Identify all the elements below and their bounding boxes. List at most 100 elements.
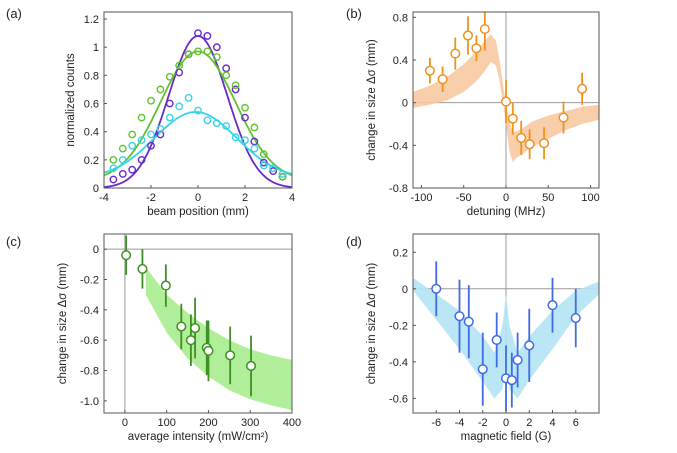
y-tick-label: 1.2: [84, 14, 99, 26]
x-tick-label: 300: [241, 417, 259, 429]
data-point: [160, 280, 171, 291]
data-point-cyan: [259, 161, 268, 170]
y-tick-label: 0.4: [84, 127, 99, 139]
data-point-cyan: [250, 144, 259, 153]
data-point-cyan: [128, 141, 137, 150]
model-band: [413, 34, 599, 163]
data-point: [524, 139, 535, 150]
y-tick-label: 0.4: [393, 55, 408, 67]
panel-label: (b): [346, 6, 362, 21]
data-point-purple: [109, 175, 118, 184]
data-point-purple: [156, 130, 165, 139]
data-point: [225, 350, 236, 361]
plot-area-d: [413, 234, 599, 413]
panel-d: -6 -4 -2 0 2 4 6 0.2 0 -0.2 -0.4 -0.6 magnetic field…: [346, 233, 600, 443]
data-point-green: [184, 50, 193, 59]
data-point-green: [278, 172, 287, 181]
y-tick-label: -0.8: [80, 366, 99, 378]
y-tick-label: 0: [402, 284, 408, 296]
y-tick-label: -0.2: [389, 320, 408, 332]
fit-curve-cyan: [104, 111, 292, 175]
panel-b: -100 -50 0 50 100 -0.8 -0.4 0 0.4 0.8 detuning (MH…: [346, 6, 600, 218]
x-tick-label: 0: [503, 192, 509, 204]
data-point-green: [231, 81, 240, 90]
data-point-purple: [147, 141, 155, 150]
data-point: [538, 138, 550, 149]
x-tick-label: 0: [503, 417, 509, 429]
y-tick-label: -0.6: [80, 335, 99, 347]
data-point: [431, 283, 442, 294]
plot-area-c: [104, 234, 292, 413]
x-tick-label: -100: [410, 192, 432, 204]
x-tick-label: 4: [549, 417, 555, 429]
data-point: [203, 345, 214, 356]
data-point-green: [175, 61, 184, 70]
data-point: [471, 43, 482, 54]
data-point-purple: [212, 43, 221, 52]
x-axis-label: magnetic field (G): [461, 431, 552, 443]
data-point-green: [109, 155, 118, 164]
x-axis-label: average intensity (mW/cm²): [128, 431, 269, 443]
data-point-cyan: [212, 119, 221, 128]
data-point: [570, 312, 581, 324]
x-tick-label: -4: [455, 417, 465, 429]
data-point-purple: [165, 99, 174, 108]
x-tick-label: 100: [581, 192, 599, 204]
data-point-cyan: [194, 106, 202, 115]
data-point-green: [156, 85, 165, 94]
fit-curve-green: [104, 50, 292, 177]
y-tick-label: 0.8: [393, 12, 408, 24]
data-point: [477, 364, 488, 375]
data-point-green: [250, 123, 259, 132]
data-point: [524, 340, 535, 351]
data-point-cyan: [222, 122, 231, 130]
data-point: [176, 321, 187, 332]
data-point: [506, 375, 517, 386]
data-point-green: [212, 53, 221, 61]
data-point: [462, 30, 474, 41]
data-point-purple: [128, 165, 137, 174]
data-point: [437, 74, 448, 85]
model-band: [413, 277, 599, 399]
x-tick-label: 200: [199, 417, 217, 429]
x-tick-label: 50: [542, 192, 554, 204]
y-tick-label: -0.8: [389, 183, 408, 195]
y-axis-label: change in size Δσ (mm): [57, 263, 69, 385]
data-point-green: [194, 47, 202, 56]
x-tick-label: -2: [478, 417, 488, 429]
data-point-cyan: [241, 136, 249, 145]
x-tick-label: 2: [242, 192, 248, 204]
x-tick-label: 6: [573, 417, 579, 429]
y-tick-label: 0: [402, 98, 408, 110]
data-point: [185, 335, 196, 346]
data-point-purple: [231, 85, 240, 94]
data-point-cyan: [147, 130, 155, 139]
data-point-cyan: [231, 133, 240, 142]
data-point-purple: [259, 158, 268, 167]
x-tick-label: 4: [289, 192, 295, 204]
y-tick-label: 0.2: [393, 247, 408, 259]
x-tick-label: -4: [99, 192, 109, 204]
data-point-cyan: [109, 164, 118, 173]
data-point-green: [137, 113, 146, 122]
y-tick-label: 0: [93, 183, 99, 195]
y-tick-label: 0: [93, 244, 99, 256]
panel-a: -4 -2 0 2 4 0 0.2 0.4 0.6 0.8 1 1.2 beam position (m…: [6, 6, 295, 218]
y-tick-label: -0.4: [80, 305, 99, 317]
data-point-cyan: [184, 93, 193, 102]
panel-label: (a): [6, 6, 22, 21]
data-point-purple: [241, 113, 249, 122]
y-tick-label: -0.4: [389, 140, 408, 152]
data-point: [507, 113, 518, 124]
data-point-green: [203, 47, 212, 56]
data-point: [491, 334, 502, 345]
data-point-cyan: [118, 155, 127, 164]
y-tick-label: -0.6: [389, 393, 408, 405]
data-point-cyan: [156, 124, 165, 133]
data-point-purple: [194, 29, 202, 38]
plot-area-a: [104, 29, 292, 188]
plot-area-b: [413, 12, 599, 188]
panel-c: 0 100 200 300 400 0 -0.2 -0.4 -0.6 -0.8 -1.0 averag…: [6, 233, 301, 443]
y-tick-label: 0.8: [84, 70, 99, 82]
data-point-green: [118, 144, 127, 153]
